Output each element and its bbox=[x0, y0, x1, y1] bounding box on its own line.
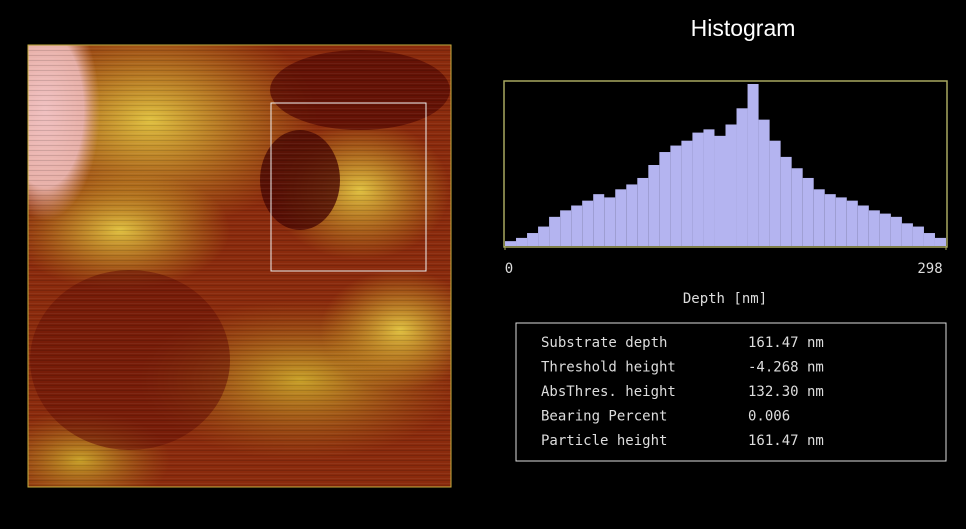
stat-label: Particle height bbox=[541, 433, 667, 449]
histogram-bar bbox=[759, 120, 770, 246]
stat-value: -4.268 nm bbox=[748, 360, 824, 376]
stat-value: 0.006 bbox=[748, 409, 790, 425]
histogram-bar bbox=[571, 206, 582, 247]
histogram-bar bbox=[637, 178, 648, 246]
histogram-bar bbox=[527, 233, 538, 246]
histogram-bar bbox=[626, 184, 637, 246]
histogram-bar bbox=[703, 129, 714, 246]
histogram-bar bbox=[814, 189, 825, 246]
histogram-bar bbox=[836, 197, 847, 246]
histogram-bar bbox=[604, 197, 615, 246]
stats-table: Substrate depth 161.47 nm Threshold height… bbox=[541, 335, 824, 449]
histogram-bar bbox=[880, 214, 891, 246]
histogram-bar bbox=[692, 133, 703, 246]
histogram-bar bbox=[516, 238, 527, 246]
histogram-bar bbox=[825, 194, 836, 246]
histogram-bar bbox=[659, 152, 670, 246]
histogram-bar bbox=[913, 227, 924, 246]
histogram-bar bbox=[714, 136, 725, 246]
stat-label: Threshold height bbox=[541, 360, 676, 376]
histogram-bar bbox=[593, 194, 604, 246]
histogram-bar bbox=[935, 238, 946, 246]
histogram-bar bbox=[869, 210, 880, 246]
screen: Histogram Depth [nm] Substrate depth 161.… bbox=[0, 0, 966, 529]
stat-label: Substrate depth bbox=[541, 335, 667, 351]
stat-label: AbsThres. height bbox=[541, 384, 676, 400]
histogram-bar bbox=[648, 165, 659, 246]
stat-value: 132.30 nm bbox=[748, 384, 824, 400]
histogram-bar bbox=[847, 201, 858, 246]
histogram-bar bbox=[902, 223, 913, 246]
histogram-bar bbox=[737, 108, 748, 246]
histogram-bar bbox=[560, 210, 571, 246]
afm-image bbox=[0, 0, 480, 510]
histogram-bar bbox=[770, 141, 781, 246]
histogram-bar bbox=[858, 206, 869, 247]
histogram-bar bbox=[681, 141, 692, 246]
histogram-bar bbox=[670, 146, 681, 246]
histogram-bar bbox=[582, 201, 593, 246]
histogram-bar bbox=[538, 227, 549, 246]
histogram-bar bbox=[748, 84, 759, 246]
stat-label: Bearing Percent bbox=[541, 409, 667, 425]
x-axis-label: Depth [nm] bbox=[683, 291, 767, 307]
stat-value: 161.47 nm bbox=[748, 433, 824, 449]
histogram-bar bbox=[891, 217, 902, 246]
x-tick-label: 0 bbox=[505, 261, 513, 277]
histogram-bar bbox=[803, 178, 814, 246]
histogram-bar bbox=[549, 217, 560, 246]
histogram-bar bbox=[924, 233, 935, 246]
histogram bbox=[505, 84, 946, 246]
histogram-bar bbox=[505, 241, 516, 246]
x-tick-label: 298 bbox=[917, 261, 942, 277]
stat-value: 161.47 nm bbox=[748, 335, 824, 351]
histogram-bar bbox=[726, 125, 737, 247]
histogram-bar bbox=[792, 168, 803, 246]
histogram-bar bbox=[615, 189, 626, 246]
panel-title: Histogram bbox=[691, 15, 796, 41]
histogram-bar bbox=[781, 157, 792, 246]
